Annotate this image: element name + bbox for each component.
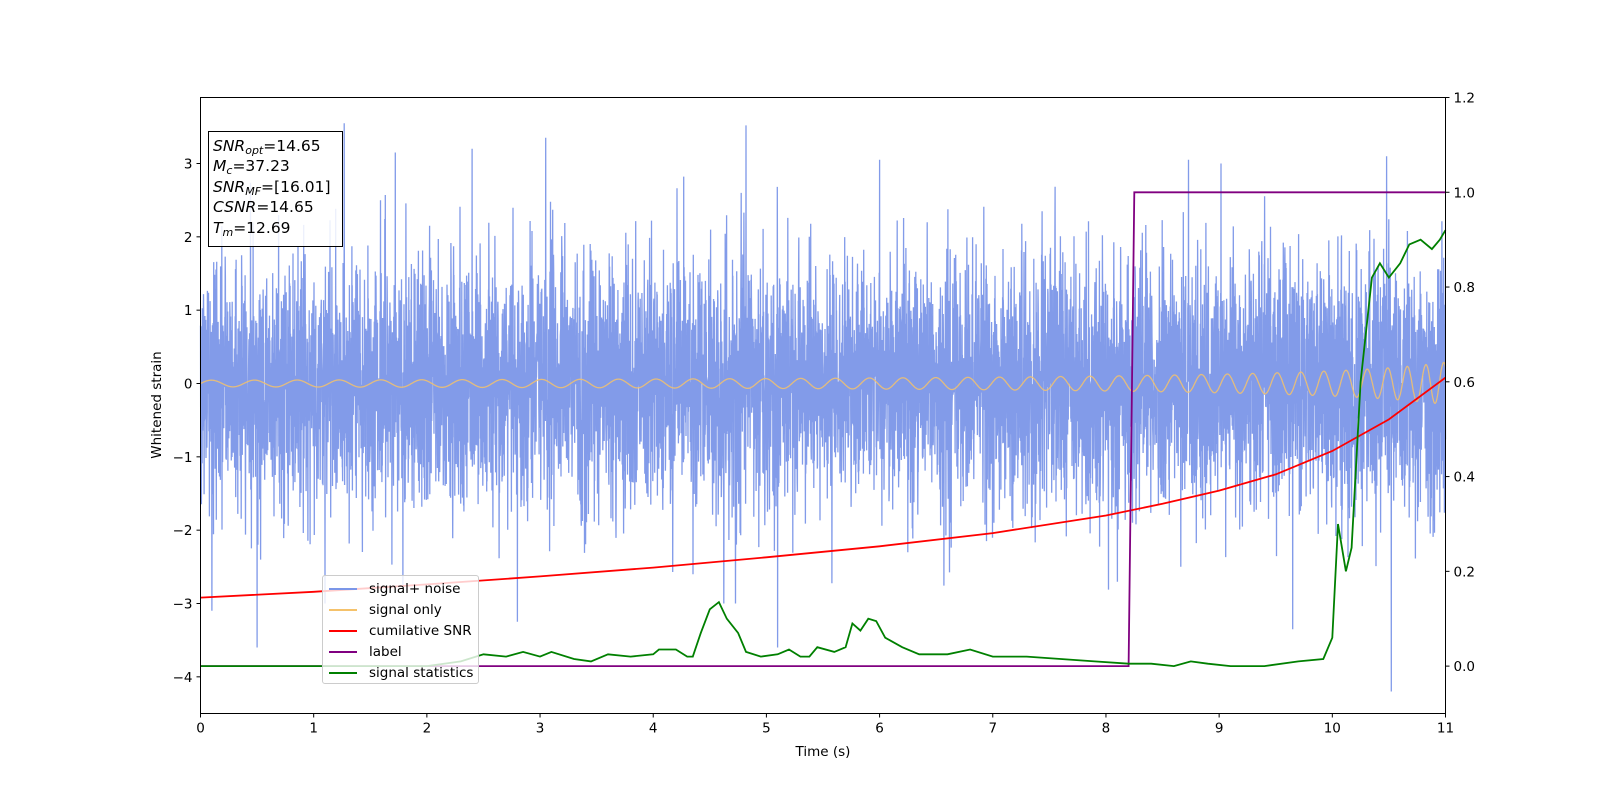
legend-label: cumilative SNR: [369, 622, 472, 639]
x-tick-label: 4: [649, 721, 658, 737]
legend-label: signal+ noise: [369, 581, 461, 598]
legend-item: signal statistics: [329, 662, 478, 683]
x-tick-label: 3: [536, 721, 545, 737]
legend-swatch: [329, 588, 357, 591]
csnr-annotation: CSNR=14.65: [213, 198, 314, 217]
y-axis-right: 0.0 0.2 0.4 0.6 0.8 1.0 1.2: [1445, 91, 1475, 675]
x-tick-label: 8: [1102, 721, 1111, 737]
y-tick-label: 2: [184, 230, 193, 246]
x-axis: 0 1 2 3 4 5 6 7 8 9 10 11: [196, 713, 1454, 737]
legend-item: signal only: [329, 600, 478, 621]
y2-tick-label: 1.2: [1454, 91, 1475, 107]
legend-item: signal+ noise: [329, 579, 478, 600]
legend: signal+ noise signal only cumilative SNR…: [322, 575, 479, 684]
legend-swatch: [329, 609, 357, 612]
x-tick-label: 5: [762, 721, 771, 737]
legend-label: signal only: [369, 602, 442, 619]
series-signal-statistics: [200, 229, 1447, 668]
series-signal-only: [200, 361, 1447, 405]
legend-label: label: [369, 643, 402, 660]
x-tick-label: 6: [875, 721, 884, 737]
legend-swatch: [329, 671, 357, 674]
y2-tick-label: 0.0: [1454, 659, 1475, 675]
annotation-box: SNRopt=14.65 Mc=37.23 SNRMF=[16.01] CSNR…: [208, 131, 343, 247]
y-tick-label: 0: [184, 377, 193, 393]
legend-item: cumilative SNR: [329, 621, 478, 642]
x-tick-label: 2: [423, 721, 432, 737]
series-label: [200, 191, 1446, 667]
y-tick-label: −1: [173, 450, 193, 466]
legend-item: label: [329, 641, 478, 662]
y2-tick-label: 0.2: [1454, 564, 1475, 580]
y-tick-label: −3: [173, 597, 193, 613]
y-tick-label: 3: [184, 157, 193, 173]
x-tick-label: 9: [1215, 721, 1224, 737]
x-tick-label: 1: [309, 721, 318, 737]
series-signal-noise: [199, 123, 1447, 692]
y-tick-label: −4: [173, 670, 193, 686]
y2-tick-label: 0.8: [1454, 280, 1475, 296]
x-tick-label: 0: [196, 721, 205, 737]
snr-opt-annotation: SNRopt=14.65: [213, 137, 321, 157]
x-tick-label: 7: [988, 721, 997, 737]
x-tick-label: 10: [1324, 721, 1341, 737]
y-tick-label: 1: [184, 303, 193, 319]
y-axis-left: −4 −3 −2 −1 0 1 2 3: [173, 157, 201, 686]
x-tick-label: 11: [1437, 721, 1454, 737]
plot-frame: [200, 97, 1446, 714]
y2-tick-label: 0.6: [1454, 375, 1475, 391]
y-axis-label: Whitened strain: [149, 351, 165, 458]
legend-swatch: [329, 650, 357, 653]
chirp-mass-annotation: Mc=37.23: [213, 157, 290, 178]
y2-tick-label: 1.0: [1454, 185, 1475, 201]
tm-annotation: Tm=12.69: [213, 218, 291, 239]
y-tick-label: −2: [173, 523, 193, 539]
snr-mf-annotation: SNRMF=[16.01]: [213, 177, 331, 198]
x-axis-label: Time (s): [795, 744, 851, 760]
y2-tick-label: 0.4: [1454, 470, 1475, 486]
legend-swatch: [329, 629, 357, 632]
legend-label: signal statistics: [369, 664, 474, 681]
